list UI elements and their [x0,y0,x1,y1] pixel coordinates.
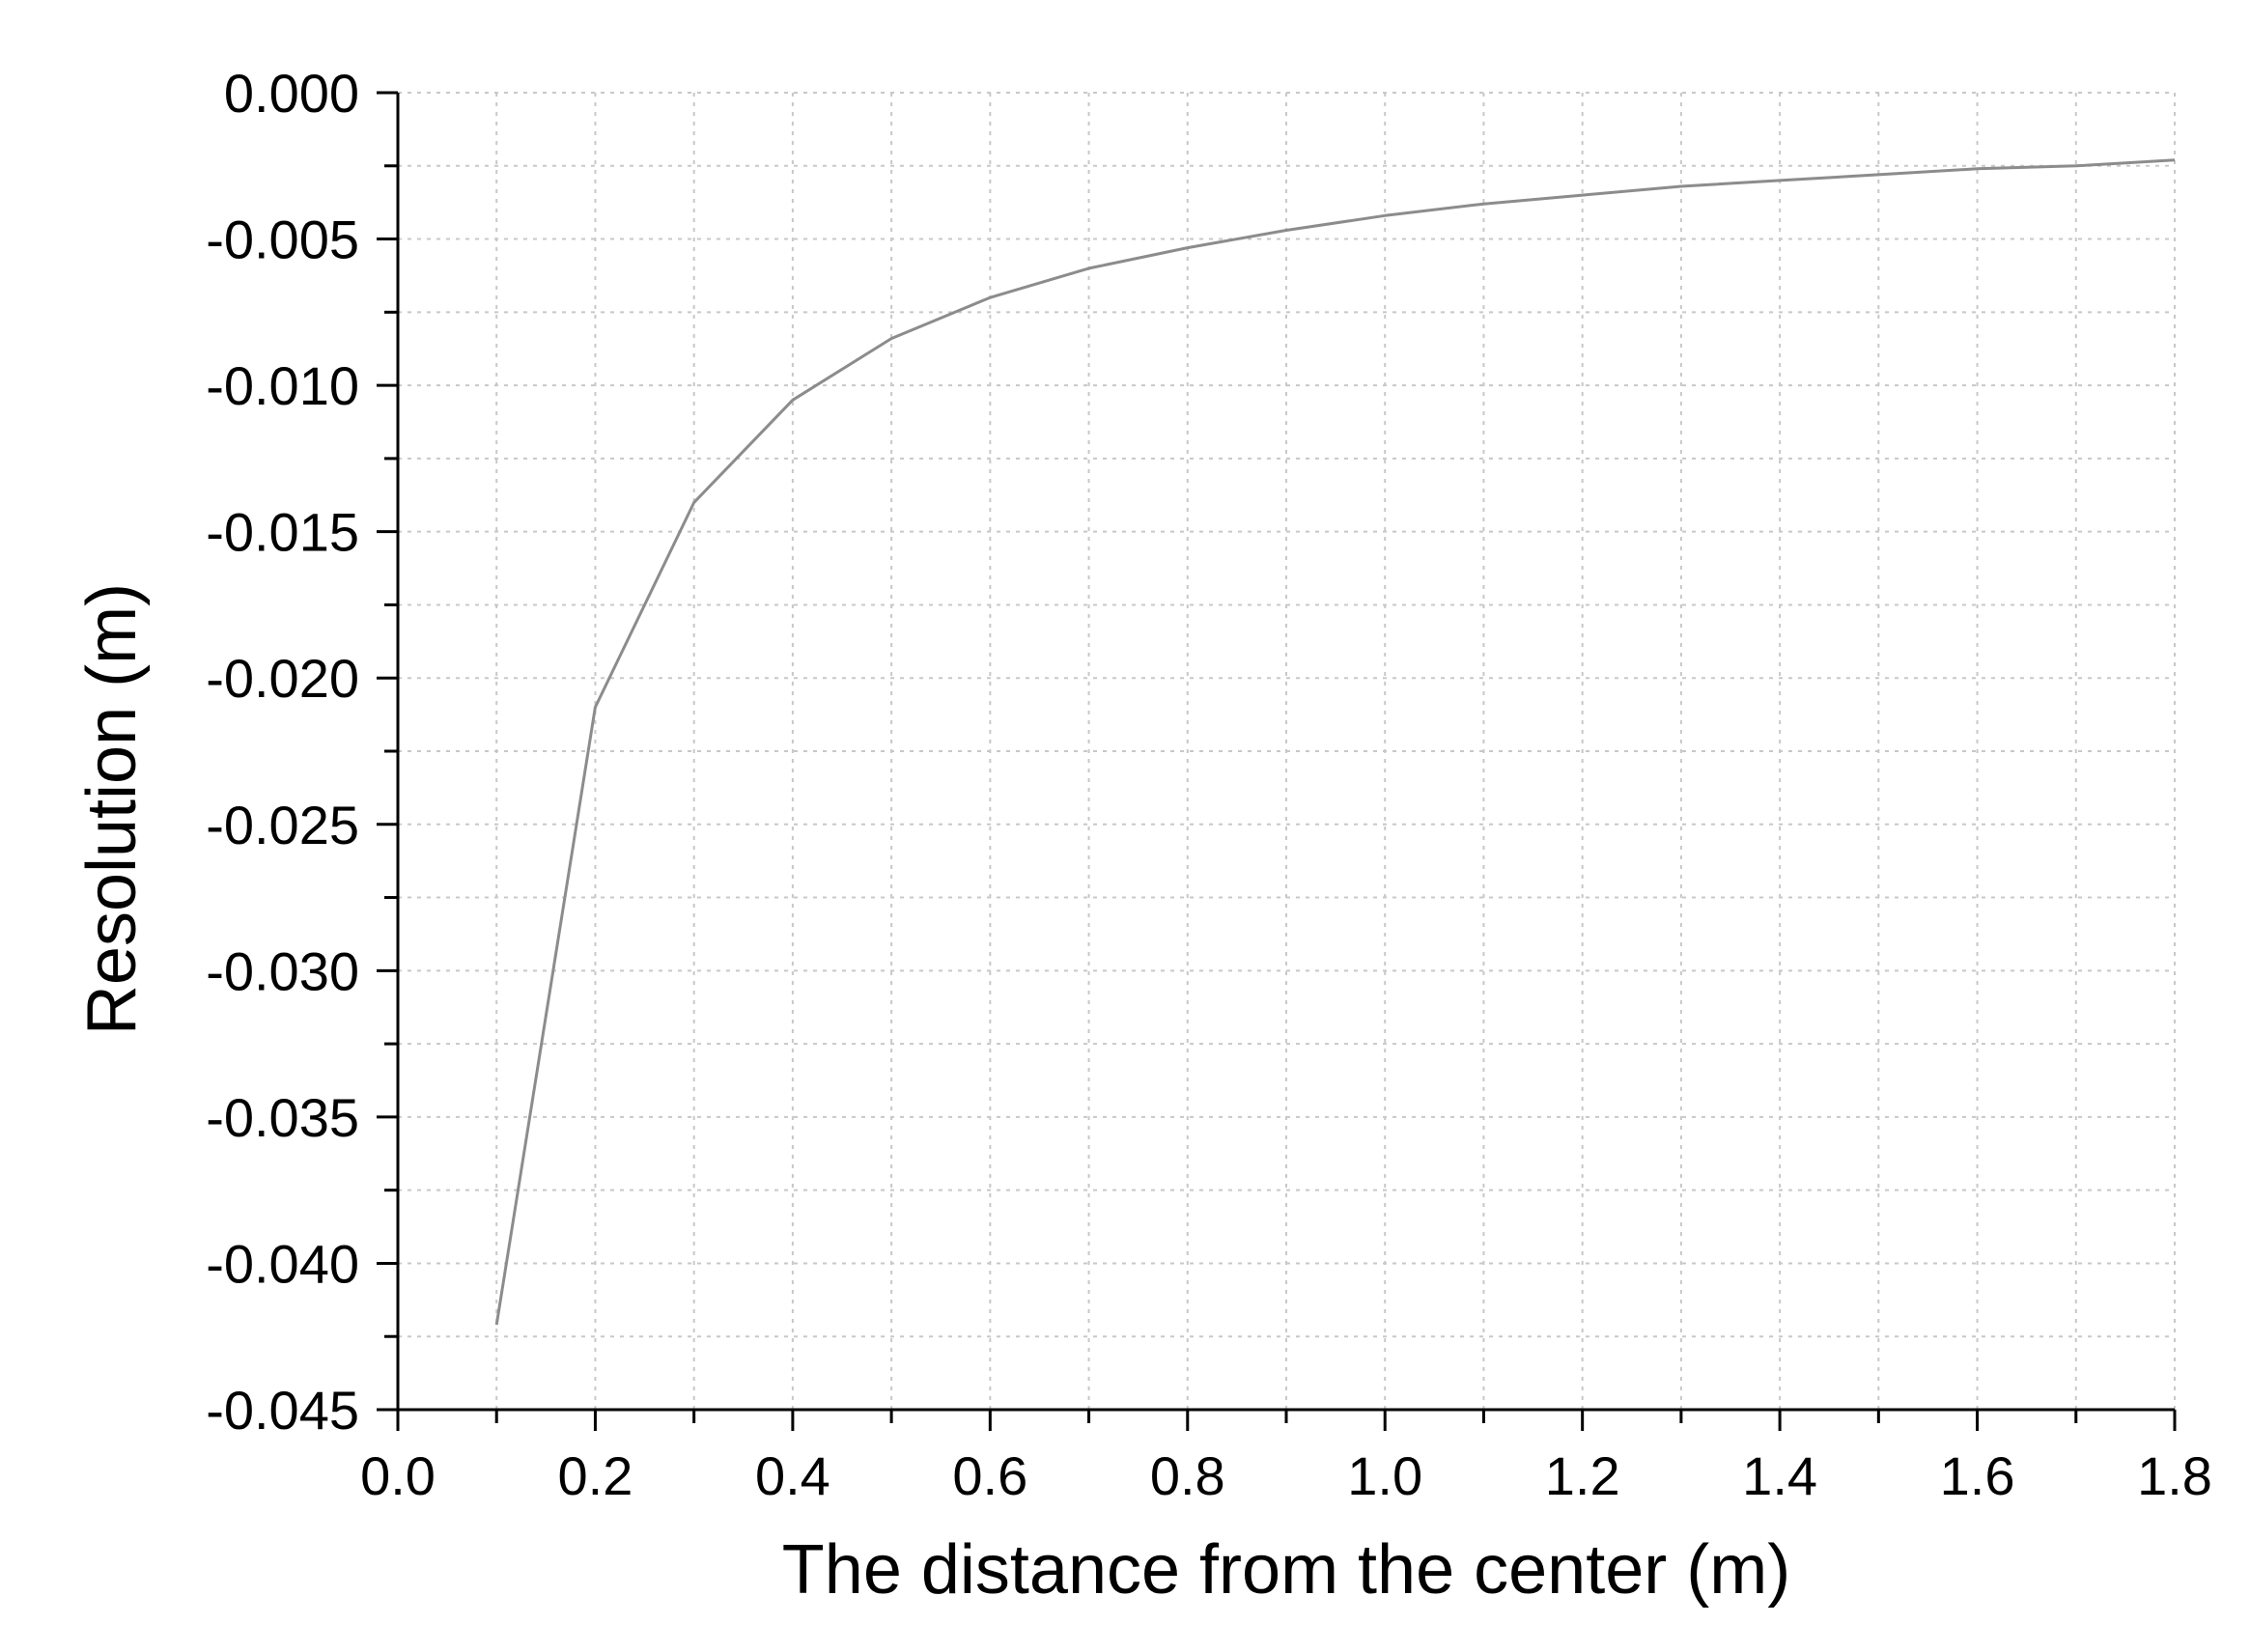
x-tick-label: 0.0 [360,1445,436,1506]
y-tick-label: -0.015 [206,502,359,563]
y-tick-label: -0.020 [206,648,359,709]
x-tick-label: 0.4 [755,1445,830,1506]
x-tick-label: 0.6 [952,1445,1027,1506]
y-tick-label: -0.005 [206,210,359,270]
grid [398,93,2175,1410]
x-tick-label: 1.2 [1545,1445,1620,1506]
y-axis-title: Resolution (m) [73,583,151,1035]
x-tick-label: 1.4 [1742,1445,1817,1506]
x-tick-label: 0.2 [558,1445,633,1506]
series-layer [496,160,2175,1326]
y-tick-label: -0.025 [206,795,359,855]
x-tick-label: 1.8 [2137,1445,2212,1506]
x-axis-title: The distance from the center (m) [782,1531,1790,1609]
y-tick-label: -0.010 [206,355,359,416]
y-tick-label: -0.045 [206,1380,359,1441]
x-tick-label: 0.8 [1150,1445,1225,1506]
y-axis-ticks: 0.000 -0.005 -0.010 -0.015 -0.020 -0.025 -0.03… [206,63,398,1441]
x-tick-label: 1.6 [1940,1445,2015,1506]
x-tick-label: 1.0 [1347,1445,1422,1506]
series-line [496,160,2175,1325]
y-tick-label: -0.035 [206,1087,359,1148]
y-tick-label: -0.040 [206,1233,359,1294]
x-axis-ticks: 0.0 0.2 0.4 0.6 0.8 1.0 1.2 1.4 1.6 1.8 [360,1410,2212,1506]
y-tick-label: 0.000 [224,63,359,124]
y-tick-label: -0.030 [206,940,359,1001]
